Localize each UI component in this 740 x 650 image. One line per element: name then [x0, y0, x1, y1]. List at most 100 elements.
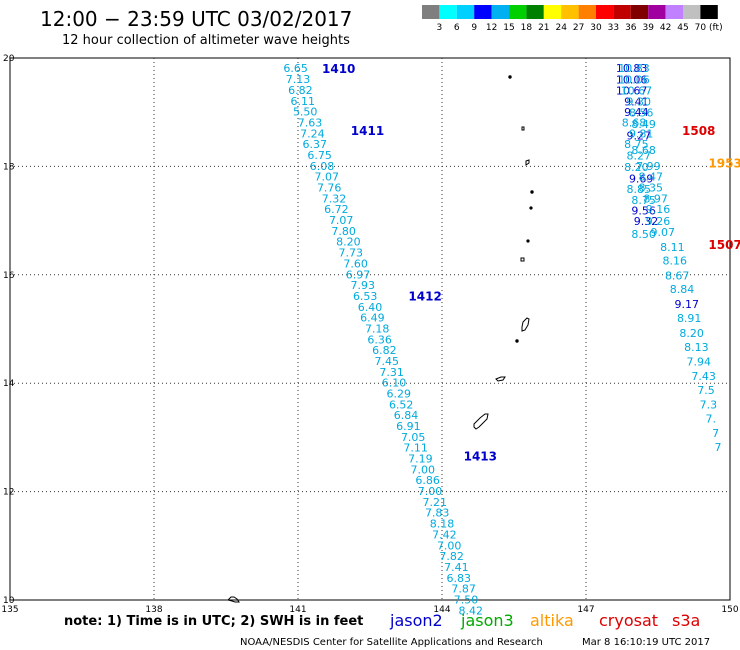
pass-label: 1507: [708, 238, 740, 252]
island-saipan: [521, 317, 530, 332]
swh-value: 8.13: [684, 341, 709, 354]
swh-value: 7.18: [365, 322, 390, 335]
swh-value: 6.75: [307, 149, 332, 162]
legend-swatch: [578, 5, 596, 19]
swh-value: 7.82: [439, 550, 464, 563]
swh-value: 8.84: [670, 283, 695, 296]
legend-swatch: [526, 5, 544, 19]
swh-value: 6.08: [310, 160, 335, 173]
swh-value: 7.45: [375, 355, 400, 368]
swh-value: 8.11: [660, 241, 685, 254]
swh-value: 8.68: [622, 116, 647, 129]
swh-value: 7.21: [423, 496, 448, 509]
legend-label: 18: [521, 23, 533, 33]
swh-value: 7.00: [411, 463, 436, 476]
swh-value: 8.75: [624, 138, 649, 151]
legend-swatch: [509, 5, 527, 19]
island-guam: [473, 413, 489, 430]
swh-value: 7.76: [317, 182, 342, 195]
swh-value: 8.18: [430, 518, 455, 531]
lon-tick-label: 138: [145, 605, 162, 615]
swh-value: 7.42: [432, 528, 457, 541]
legend-swatch: [648, 5, 666, 19]
swh-value: 10.67: [616, 85, 648, 98]
lon-tick-label: 147: [577, 605, 594, 615]
swh-value: 10.83: [616, 62, 648, 75]
island-yap: [227, 596, 240, 603]
swh-value: 7.07: [329, 214, 354, 227]
legend-swatch: [439, 5, 457, 19]
swh-value: 6.10: [382, 377, 407, 390]
lat-tick-label: 12: [3, 488, 14, 498]
island-7: [520, 257, 525, 262]
swh-value: 9.41: [624, 95, 649, 108]
swh-value: 7.19: [408, 453, 433, 466]
swh-value: 7.43: [691, 370, 716, 383]
legend-swatch: [613, 5, 631, 19]
legend-swatch: [630, 5, 649, 19]
lat-tick-label: 18: [3, 162, 15, 172]
swh-value: 7.: [706, 412, 717, 425]
swh-value: 7.63: [298, 116, 323, 129]
lon-tick-label: 144: [433, 605, 450, 615]
swh-value: 7.5: [697, 384, 715, 397]
legend-swatch: [700, 5, 718, 19]
swh-value: 10.83: [618, 62, 650, 75]
pass-label: 1410: [322, 62, 355, 76]
satellite-jason3: jason3: [460, 611, 514, 630]
swh-value: 8.97: [643, 192, 668, 205]
swh-value: 9.26: [646, 215, 671, 228]
map-grid: 135 138 141 144 147 150 10 12 14 16 18 20: [1, 54, 738, 615]
swh-value: 6.40: [358, 301, 383, 314]
swh-value: 6.97: [346, 268, 371, 281]
swh-value: 8.68: [631, 144, 656, 157]
lat-tick-label: 16: [3, 271, 15, 281]
color-legend: 3 6 9 12 15 18 21 24 27 30 33 36 39 42 45 70 (ft): [422, 5, 723, 33]
swh-value: 10.06: [616, 74, 648, 87]
legend-unit: (ft): [709, 23, 723, 33]
swh-value: 7.32: [322, 192, 347, 205]
swh-value: 10.06: [618, 74, 650, 87]
legend-label: 39: [642, 23, 654, 33]
swh-value: 8.27: [627, 150, 652, 163]
swh-value: 9.44: [624, 106, 649, 119]
swh-value: 7.3: [700, 398, 718, 411]
swh-value: 9.30: [627, 95, 652, 108]
lat-tick-label: 10: [3, 596, 15, 606]
swh-value: 6.91: [396, 420, 421, 433]
legend-swatch: [596, 5, 614, 19]
pass-label: 1508: [682, 124, 715, 138]
lon-tick-label: 141: [289, 605, 306, 615]
swh-value: 6.37: [303, 138, 328, 151]
legend-label: 9: [471, 23, 477, 33]
legend-label: 27: [573, 23, 584, 33]
legend-swatch: [683, 5, 701, 19]
track-east-b: 10.8310.0610.679.308.568.688.499.818.758…: [618, 62, 721, 454]
swh-value: 6.83: [447, 572, 472, 585]
legend-swatch: [543, 5, 562, 19]
track-west: 6.657.136.826.115.507.637.246.376.756.08…: [283, 62, 483, 618]
pass-label: 1411: [351, 124, 384, 138]
satellite-jason2: jason2: [389, 611, 443, 630]
legend-label: 70: [695, 23, 707, 33]
swh-value: 7.99: [636, 160, 661, 173]
swh-value: 8.56: [629, 107, 654, 120]
legend-label: 15: [503, 23, 514, 33]
legend-label: 6: [454, 23, 460, 33]
swh-value: 6.82: [288, 84, 313, 97]
footer-note: note: 1) Time is in UTC; 2) SWH is in fe…: [64, 614, 363, 629]
swh-value: 6.49: [360, 312, 385, 325]
map-frame: [9, 57, 731, 601]
swh-value: 7: [712, 427, 719, 440]
island-dot-8: [515, 339, 519, 343]
swh-value: 7.11: [403, 442, 428, 455]
swh-value: 8.35: [639, 182, 664, 195]
island-dot-4: [530, 190, 534, 194]
swh-value: 8.75: [631, 194, 656, 207]
pass-label: 1412: [408, 289, 441, 303]
swh-value: 9.56: [631, 204, 656, 217]
legend-label: 21: [538, 23, 549, 33]
swh-value: 9.27: [627, 130, 652, 143]
